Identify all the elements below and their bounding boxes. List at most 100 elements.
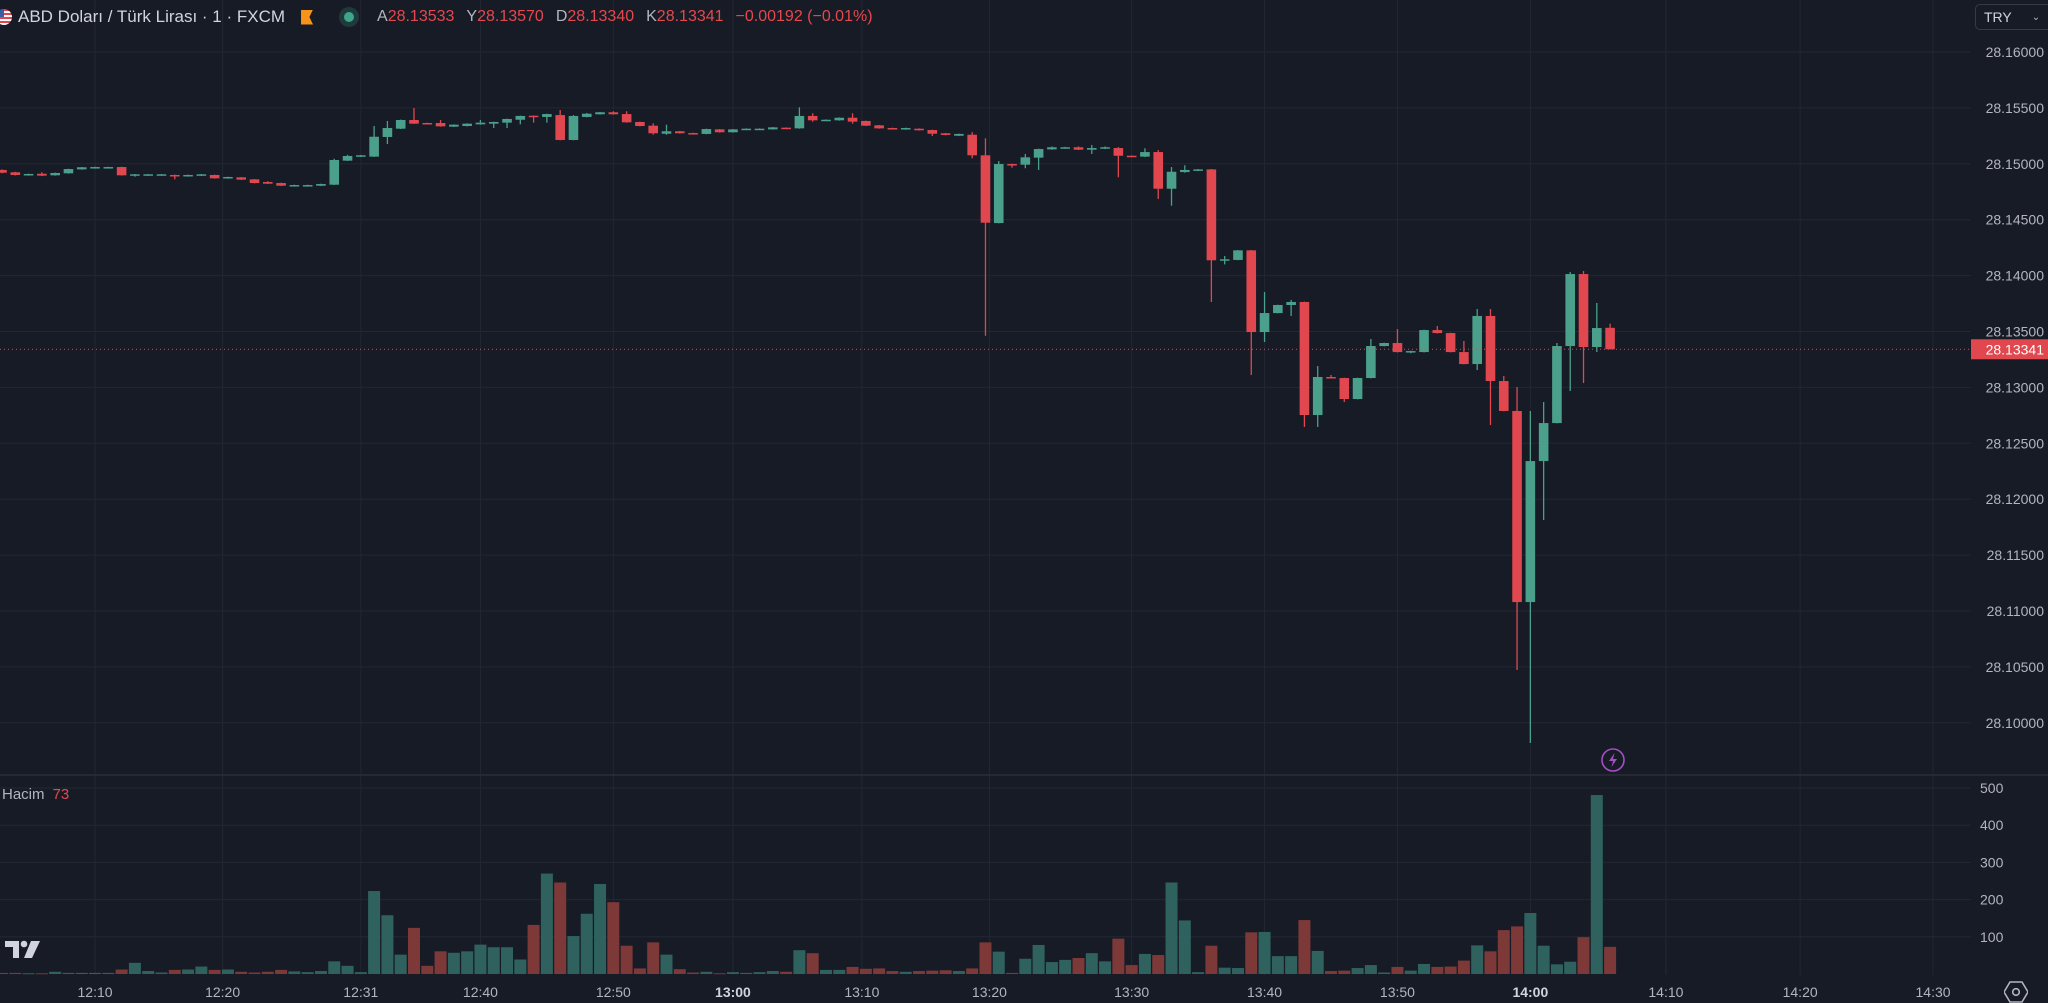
volume-tick-label: 400 bbox=[1980, 817, 2004, 833]
candle-body bbox=[1512, 410, 1522, 603]
volume-bar bbox=[966, 968, 979, 974]
candle bbox=[1326, 374, 1336, 379]
volume-bar bbox=[899, 971, 912, 974]
volume-bar bbox=[753, 972, 766, 974]
volume-bar bbox=[620, 945, 633, 974]
candle-body bbox=[116, 167, 127, 176]
volume-bar bbox=[368, 891, 381, 974]
candle-body bbox=[1379, 343, 1389, 347]
price-tick-label: 28.11000 bbox=[1987, 603, 2045, 619]
volume-bar bbox=[62, 972, 75, 974]
candle bbox=[1020, 153, 1031, 169]
candle bbox=[993, 161, 1004, 224]
candle bbox=[289, 184, 300, 187]
candle-body bbox=[409, 119, 419, 124]
candle-body bbox=[1312, 377, 1323, 416]
price-axis[interactable]: 28.16000 28.15500 28.15000 28.14500 28.14000… bbox=[1986, 44, 2045, 731]
market-status-icon[interactable] bbox=[339, 7, 360, 27]
volume-bar bbox=[846, 966, 859, 974]
volume-bar bbox=[394, 954, 407, 974]
candle bbox=[954, 133, 964, 137]
candle-body bbox=[542, 114, 552, 117]
candle-body bbox=[1219, 259, 1230, 261]
candle-body bbox=[462, 123, 472, 127]
volume-bar bbox=[9, 972, 22, 974]
candle-body bbox=[1206, 169, 1217, 261]
currency-select[interactable]: TRY ⌄ bbox=[1975, 4, 2048, 30]
candle bbox=[1273, 304, 1283, 314]
candle bbox=[1485, 309, 1496, 425]
grid-lines bbox=[0, 0, 1971, 975]
volume-bar bbox=[1138, 953, 1151, 974]
volume-bar bbox=[1364, 965, 1377, 974]
candle-body bbox=[581, 113, 592, 117]
volume-bar bbox=[819, 969, 832, 974]
candle bbox=[581, 112, 592, 118]
volume-bar bbox=[1178, 920, 1191, 974]
volume-bar bbox=[474, 944, 487, 974]
settings-icon[interactable] bbox=[2004, 981, 2028, 1003]
volume-legend[interactable]: Hacim 73 bbox=[2, 786, 69, 803]
candle-body bbox=[302, 185, 313, 187]
candle bbox=[316, 183, 326, 187]
candle bbox=[1153, 150, 1164, 200]
candle bbox=[23, 173, 34, 176]
volume-bar bbox=[1590, 795, 1603, 974]
volume-bar bbox=[540, 873, 553, 974]
candle bbox=[781, 127, 791, 130]
high-label: Y bbox=[466, 8, 478, 25]
candle-body bbox=[781, 127, 791, 130]
candle bbox=[728, 129, 738, 133]
time-tick-label: 13:00 bbox=[715, 984, 751, 999]
last-price-label: 28.13341 bbox=[1986, 341, 2045, 357]
time-tick-label: 12:31 bbox=[343, 984, 378, 999]
candle-body bbox=[1578, 274, 1589, 348]
open-label: A bbox=[377, 8, 388, 25]
candle bbox=[1113, 147, 1124, 178]
candle-body bbox=[967, 134, 977, 156]
volume-axis[interactable]: 100 200 300 400 500 bbox=[1980, 780, 2004, 945]
candle-body bbox=[555, 115, 565, 140]
volume-bar bbox=[527, 924, 540, 974]
volume-bar bbox=[182, 969, 195, 974]
volume-bar bbox=[1457, 960, 1470, 974]
volume-bar bbox=[115, 969, 128, 974]
volume-bar bbox=[1245, 932, 1258, 974]
price-change: −0.00192 (−0.01%) bbox=[735, 8, 873, 25]
candle bbox=[1552, 343, 1562, 424]
volume-bar bbox=[314, 971, 327, 974]
symbol-title[interactable]: ABD Doları / Türk Lirası · 1 · FXCM bbox=[18, 7, 286, 26]
candle bbox=[1352, 377, 1363, 400]
volume-bar bbox=[766, 971, 779, 974]
lightning-event-icon[interactable] bbox=[1601, 748, 1625, 772]
candle bbox=[1605, 323, 1615, 350]
candle-body bbox=[1445, 333, 1456, 353]
candle bbox=[76, 166, 87, 170]
candle-body bbox=[156, 174, 167, 176]
candle-body bbox=[927, 130, 938, 134]
candle-body bbox=[1246, 250, 1257, 333]
time-axis[interactable]: 12:10 12:20 12:31 12:40 12:50 13:00 13:10 13:20… bbox=[78, 984, 1951, 999]
candle-body bbox=[37, 173, 47, 176]
volume-bar bbox=[913, 971, 926, 974]
volume-bar bbox=[1550, 964, 1563, 974]
candle bbox=[1233, 249, 1243, 261]
candle bbox=[874, 125, 884, 129]
candle-body bbox=[847, 117, 858, 122]
ohlc-values: A28.13533 Y28.13570 D28.13340 K28.13341 bbox=[377, 8, 724, 26]
candle bbox=[1126, 155, 1137, 158]
candle bbox=[1392, 329, 1403, 353]
candle-body bbox=[395, 119, 406, 129]
volume-bar bbox=[740, 972, 753, 974]
time-tick-label: 13:20 bbox=[972, 984, 1007, 999]
volume-bar bbox=[633, 968, 646, 974]
candle-body bbox=[1339, 378, 1350, 400]
candle-body bbox=[568, 115, 579, 140]
candle-body bbox=[794, 115, 805, 129]
flag-bookmark-icon[interactable] bbox=[301, 9, 314, 25]
volume-bar bbox=[1099, 961, 1112, 974]
tradingview-logo-icon[interactable] bbox=[5, 940, 41, 960]
candle bbox=[1405, 350, 1416, 354]
candle bbox=[528, 115, 539, 123]
